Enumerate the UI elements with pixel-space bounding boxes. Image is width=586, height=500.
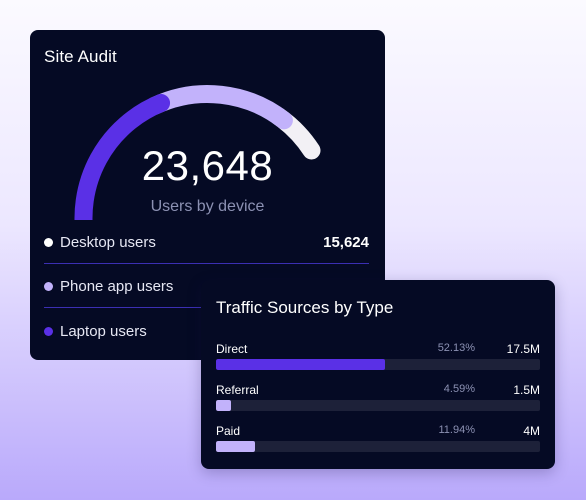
- gauge-caption: Users by device: [150, 198, 265, 215]
- source-total: 1.5M: [513, 383, 540, 397]
- users-by-device-gauge: [74, 85, 321, 220]
- source-progress-track: [216, 359, 540, 370]
- source-progress-fill: [216, 359, 385, 370]
- legend-divider: [44, 263, 369, 264]
- source-total: 17.5M: [506, 342, 540, 356]
- phone-app-dot-icon: [44, 281, 53, 291]
- source-name: Paid: [216, 424, 241, 438]
- legend-label: Phone app users: [60, 277, 174, 295]
- gauge-secondary-arc: [145, 85, 293, 130]
- source-percent: 11.94%: [438, 424, 476, 436]
- source-row-referral: Referral 4.59% 1.5M: [216, 383, 540, 415]
- legend-value: 15,624: [323, 233, 369, 251]
- desktop-dot-icon: [44, 237, 53, 247]
- source-total: 4M: [523, 424, 540, 438]
- source-row-paid: Paid 11.94% 4M: [216, 424, 540, 456]
- source-percent: 4.59%: [443, 383, 475, 395]
- source-progress-fill: [216, 441, 255, 452]
- source-percent: 52.13%: [437, 342, 475, 354]
- source-name: Direct: [216, 342, 248, 356]
- site-audit-title: Site Audit: [44, 47, 117, 66]
- legend-item-laptop: Laptop users: [44, 319, 369, 343]
- total-users-value: 23,648: [141, 142, 274, 189]
- gauge-primary-arc: [74, 94, 171, 220]
- legend-item-desktop: Desktop users 15,624: [44, 230, 369, 254]
- legend-label: Laptop users: [60, 322, 147, 340]
- source-row-direct: Direct 52.13% 17.5M: [216, 342, 540, 374]
- legend-label: Desktop users: [60, 233, 156, 251]
- source-progress-fill: [216, 400, 231, 411]
- traffic-sources-card: Traffic Sources by Type Direct 52.13% 17…: [201, 280, 555, 469]
- legend-item-phone-app: Phone app users: [44, 274, 369, 298]
- traffic-sources-title: Traffic Sources by Type: [216, 298, 394, 317]
- source-progress-track: [216, 441, 540, 452]
- source-name: Referral: [216, 383, 259, 397]
- source-progress-track: [216, 400, 540, 411]
- laptop-dot-icon: [44, 326, 53, 336]
